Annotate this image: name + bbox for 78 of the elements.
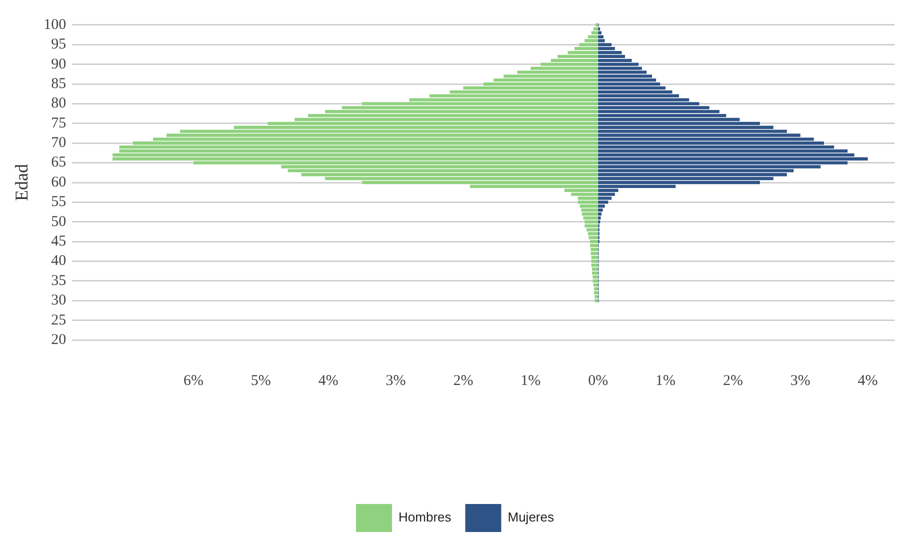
bar: [593, 27, 598, 30]
y-tick-label: 65: [51, 154, 66, 171]
bar: [588, 35, 598, 38]
bar: [590, 240, 598, 244]
bar: [586, 228, 598, 232]
y-tick-label: 35: [51, 272, 66, 289]
y-tick-label: 85: [51, 76, 66, 92]
bar: [588, 232, 598, 236]
bar: [598, 50, 622, 54]
bar: [598, 212, 602, 216]
legend-label: Hombres: [398, 510, 452, 525]
bar: [594, 287, 598, 290]
y-tick-label: 70: [51, 135, 66, 152]
bar: [591, 31, 598, 34]
bar: [598, 204, 605, 208]
y-tick-label: 30: [51, 292, 66, 309]
bar: [591, 256, 598, 259]
x-tick-label: 2%: [722, 372, 743, 389]
bar: [583, 216, 598, 220]
bar: [598, 74, 652, 78]
bar: [594, 299, 598, 302]
legend-label: Mujeres: [508, 510, 554, 525]
bar: [593, 283, 598, 286]
y-tick-label: 80: [51, 96, 66, 112]
y-tick-label: 25: [51, 312, 66, 328]
bar: [598, 31, 602, 34]
bar: [578, 200, 598, 204]
bar: [598, 208, 603, 212]
bar: [594, 295, 598, 298]
bar: [598, 62, 639, 66]
x-tick-label: 3%: [386, 372, 406, 389]
bar: [588, 236, 598, 240]
y-tick-label: 95: [51, 36, 66, 53]
bar: [112, 153, 598, 157]
y-axis-title: Edad: [12, 164, 32, 201]
x-tick-label: 4%: [318, 372, 338, 389]
x-tick-label: 1%: [520, 372, 541, 389]
bar: [112, 157, 598, 160]
bar: [598, 78, 656, 82]
x-tick-label: 6%: [183, 372, 204, 389]
x-tick-label: 0%: [588, 372, 608, 389]
bar: [594, 291, 598, 294]
bar: [580, 204, 598, 208]
y-tick-label: 55: [51, 194, 66, 210]
bar: [598, 43, 612, 46]
bar: [584, 224, 598, 228]
bar: [590, 252, 598, 255]
bar: [598, 216, 601, 220]
x-tick-label: 5%: [250, 372, 271, 389]
y-tick-label: 60: [51, 174, 66, 190]
bar: [592, 272, 598, 275]
y-tick-label: 20: [51, 332, 66, 348]
x-tick-label: 2%: [453, 372, 474, 389]
bar: [581, 208, 598, 212]
x-tick-label: 1%: [656, 372, 676, 389]
bar: [598, 192, 615, 196]
bar: [119, 145, 598, 149]
bar: [598, 200, 608, 204]
bar: [582, 212, 598, 216]
bar: [592, 279, 598, 283]
bar: [590, 248, 598, 252]
y-tick-label: 40: [51, 253, 66, 270]
x-tick-label: 4%: [858, 372, 878, 389]
y-tick-label: 75: [51, 115, 66, 132]
bar: [592, 275, 598, 279]
y-tick-label: 50: [51, 214, 66, 230]
y-tick-label: 90: [51, 56, 66, 72]
bar: [591, 264, 598, 267]
bar: [598, 35, 604, 38]
bar: [590, 244, 598, 248]
bar: [591, 260, 598, 263]
y-tick-label: 45: [51, 234, 66, 250]
x-tick-label: 3%: [790, 372, 810, 389]
bar: [592, 268, 598, 271]
bar: [598, 157, 868, 160]
bar: [598, 196, 612, 200]
y-tick-label: 100: [44, 16, 66, 33]
bar: [584, 220, 598, 224]
